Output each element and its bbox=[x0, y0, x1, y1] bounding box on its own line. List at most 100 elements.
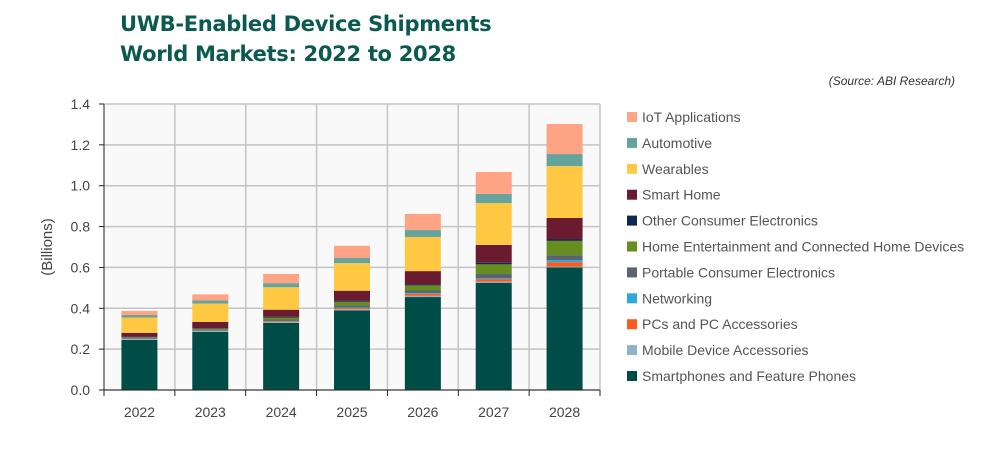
bar-segment bbox=[475, 193, 512, 204]
legend-swatch bbox=[627, 215, 637, 226]
legend-label: Portable Consumer Electronics bbox=[642, 264, 835, 280]
bar-segment bbox=[192, 331, 229, 332]
y-tick-label: 0.2 bbox=[71, 341, 91, 357]
bar-segment bbox=[546, 217, 583, 240]
bar-segment bbox=[192, 331, 229, 390]
bar-segment bbox=[404, 236, 441, 272]
bar-segment bbox=[192, 300, 229, 304]
bar-segment bbox=[263, 322, 300, 390]
legend-label: Smart Home bbox=[642, 187, 721, 203]
y-tick-label: 0.4 bbox=[71, 300, 91, 316]
bar-segment bbox=[546, 154, 583, 167]
legend-swatch bbox=[627, 189, 637, 200]
y-tick-label: 0.8 bbox=[71, 219, 91, 235]
bar-segment bbox=[334, 258, 370, 264]
bar-segment bbox=[475, 273, 512, 279]
bar-segment bbox=[263, 287, 300, 310]
bar-segment bbox=[546, 267, 583, 390]
y-tick-label: 0.0 bbox=[71, 382, 91, 398]
source-note: (Source: ABI Research) bbox=[828, 74, 955, 88]
legend-label: IoT Applications bbox=[642, 109, 741, 125]
bar-segment bbox=[121, 339, 158, 340]
bar-segment bbox=[404, 295, 441, 298]
bar-segment bbox=[192, 294, 229, 301]
legend-swatch bbox=[627, 345, 637, 356]
legend-swatch bbox=[627, 241, 637, 252]
bar-segment bbox=[334, 300, 370, 302]
bar-segment bbox=[475, 278, 512, 280]
legend-swatch bbox=[627, 112, 637, 122]
bar-segment bbox=[546, 255, 583, 261]
legend-label: Automotive bbox=[642, 135, 712, 151]
legend-swatch bbox=[627, 293, 637, 304]
bar-segment bbox=[475, 172, 512, 194]
bar-segment bbox=[263, 322, 300, 323]
bar-segment bbox=[475, 282, 512, 390]
bar-segment bbox=[546, 262, 583, 267]
bar-segment bbox=[475, 279, 512, 282]
x-tick-label: 2026 bbox=[407, 404, 438, 420]
bar-segment bbox=[263, 319, 300, 321]
legend-label: Home Entertainment and Connected Home De… bbox=[642, 239, 964, 255]
bar-segment bbox=[404, 213, 441, 231]
y-tick-label: 1.4 bbox=[71, 96, 91, 112]
bar-segment bbox=[404, 230, 441, 237]
y-tick-label: 1.0 bbox=[71, 178, 91, 194]
bar-segment bbox=[546, 239, 583, 241]
bar-segment bbox=[546, 240, 583, 256]
x-tick-label: 2023 bbox=[195, 404, 226, 420]
x-tick-label: 2025 bbox=[336, 404, 367, 420]
bar-segment bbox=[121, 337, 158, 338]
legend-swatch bbox=[627, 137, 637, 148]
x-tick-label: 2027 bbox=[478, 404, 509, 420]
legend-label: PCs and PC Accessories bbox=[642, 316, 798, 332]
bar-segment bbox=[263, 283, 300, 288]
bar-segment bbox=[475, 244, 512, 263]
y-axis-label: (Billions) bbox=[39, 218, 56, 276]
bar-segment bbox=[475, 264, 512, 274]
bar-segment bbox=[334, 263, 370, 291]
bar-segment bbox=[334, 305, 370, 308]
bar-segment bbox=[475, 262, 512, 265]
bar-segment bbox=[263, 316, 300, 318]
bar-segment bbox=[263, 273, 300, 284]
bar-segment bbox=[404, 284, 441, 286]
bar-segment bbox=[263, 321, 300, 323]
x-tick-label: 2028 bbox=[549, 404, 580, 420]
legend-label: Networking bbox=[642, 290, 712, 306]
bar-segment bbox=[121, 337, 158, 339]
bar-segment bbox=[121, 310, 158, 316]
legend-swatch bbox=[627, 267, 637, 278]
bar-segment bbox=[546, 166, 583, 218]
bar-segment bbox=[121, 332, 158, 337]
bar-segment bbox=[192, 303, 229, 322]
bar-segment bbox=[404, 290, 441, 293]
bar-segment bbox=[546, 124, 583, 155]
bar-segment bbox=[192, 321, 229, 329]
y-tick-label: 1.2 bbox=[71, 137, 91, 153]
chart-subtitle: World Markets: 2022 to 2028 bbox=[120, 42, 456, 66]
x-tick-label: 2022 bbox=[124, 404, 155, 420]
bar-segment bbox=[263, 309, 300, 317]
bar-segment bbox=[404, 285, 441, 291]
legend-label: Wearables bbox=[642, 161, 709, 177]
legend-label: Other Consumer Electronics bbox=[642, 213, 818, 229]
y-tick-label: 0.6 bbox=[71, 259, 91, 275]
bar-segment bbox=[192, 329, 229, 331]
bar-segment bbox=[404, 271, 441, 285]
bar-segment bbox=[404, 292, 441, 294]
bar-segment bbox=[121, 315, 158, 318]
bar-segment bbox=[334, 245, 370, 259]
bar-segment bbox=[121, 339, 158, 390]
bar-segment bbox=[334, 308, 370, 310]
bar-segment bbox=[546, 266, 583, 268]
legend-swatch bbox=[627, 163, 637, 174]
legend-label: Mobile Device Accessories bbox=[642, 342, 809, 358]
bar-segment bbox=[334, 309, 370, 311]
legend-swatch bbox=[627, 319, 637, 330]
bar-segment bbox=[334, 310, 370, 390]
bar-segment bbox=[475, 281, 512, 283]
bar-segment bbox=[404, 297, 441, 390]
bar-segment bbox=[546, 260, 583, 263]
